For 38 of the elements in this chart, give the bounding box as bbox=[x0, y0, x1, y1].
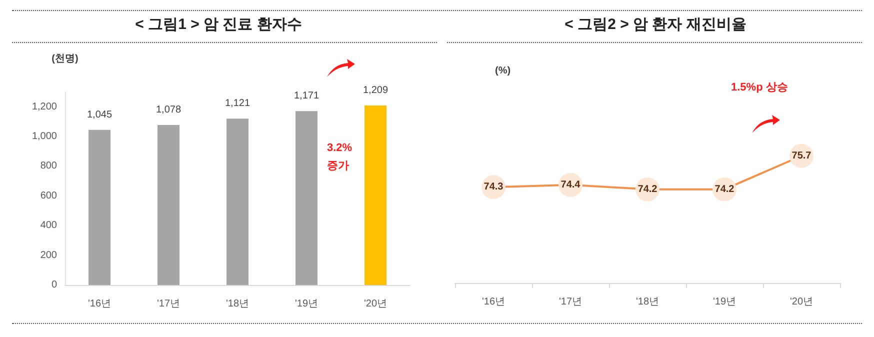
chart-title: < 그림1 > 암 진료 환자수 bbox=[135, 16, 302, 33]
bar bbox=[158, 124, 180, 285]
x-tick-label: '17년 bbox=[558, 296, 582, 308]
bar bbox=[88, 130, 110, 285]
text: 1.5%p 상승 bbox=[731, 81, 788, 94]
data-label: 1,078 bbox=[156, 104, 182, 116]
y-tick-label: 400 bbox=[40, 220, 58, 232]
data-label: 1,209 bbox=[362, 85, 388, 96]
y-tick-label: 800 bbox=[40, 160, 58, 172]
x-tick-label: '20년 bbox=[790, 296, 814, 308]
y-tick-label: 1,000 bbox=[32, 131, 58, 142]
x-tick-label: '19년 bbox=[712, 296, 736, 308]
x-tick-label: '18년 bbox=[636, 296, 660, 308]
x-tick-label: '16년 bbox=[88, 298, 112, 310]
bar bbox=[296, 111, 318, 285]
bar bbox=[226, 118, 248, 285]
y-tick-label: 0 bbox=[51, 280, 58, 290]
y-axis-title: (%) bbox=[495, 66, 511, 76]
annotation: 3.2% 증가 bbox=[327, 142, 352, 172]
data-label: 1,171 bbox=[294, 90, 320, 102]
data-label: 74.3 bbox=[484, 182, 504, 193]
data-label: 1,121 bbox=[224, 98, 250, 110]
x-tick-label: '19년 bbox=[294, 298, 318, 310]
x-tick-label: '18년 bbox=[226, 298, 250, 310]
y-tick-label: 200 bbox=[40, 250, 58, 261]
data-label: 74.4 bbox=[560, 179, 581, 190]
data-label: 74.2 bbox=[638, 184, 658, 195]
chart-title: < 그림2 > 암 환자 재진비율 bbox=[564, 16, 746, 33]
y-axis-title: (천명) bbox=[52, 54, 78, 64]
y-tick-label: 1,200 bbox=[32, 101, 58, 112]
data-label: 1,045 bbox=[86, 109, 112, 120]
x-tick-label: '16년 bbox=[482, 296, 506, 308]
data-label: 74.2 bbox=[714, 184, 735, 195]
bar bbox=[364, 106, 386, 285]
y-tick-label: 600 bbox=[40, 190, 58, 202]
x-tick-label: '20년 bbox=[364, 298, 388, 310]
x-tick-label: '17년 bbox=[156, 298, 180, 310]
data-label: 75.7 bbox=[792, 150, 812, 162]
